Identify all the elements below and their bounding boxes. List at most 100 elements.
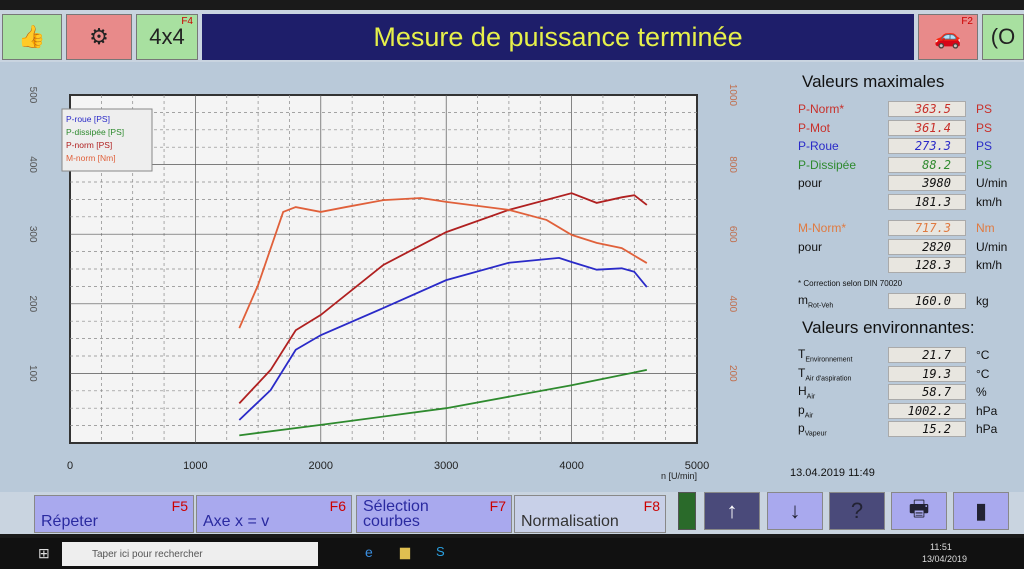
value-row: M-Norm* 717.3 Nm [792, 219, 1014, 238]
mass-value: 160.0 [888, 292, 966, 309]
value-display: 2820 [888, 238, 966, 255]
x-tick-label: 4000 [559, 460, 583, 472]
confirm-button[interactable]: 👍 [2, 14, 62, 60]
value-display: 128.3 [888, 257, 966, 274]
windows-start-icon[interactable]: ⊞ [38, 545, 50, 561]
legend-entry: P-norm [PS] [66, 140, 112, 150]
label-text: pour [798, 239, 823, 254]
y-right-tick-label: 1000 [727, 84, 738, 107]
thumbs-up-icon: 👍 [18, 24, 46, 49]
value-label: pour [792, 240, 888, 254]
label-text: P-Norm* [798, 102, 845, 117]
engine-button[interactable]: ⚙ [66, 14, 132, 60]
y-left-tick-label: 200 [27, 295, 38, 312]
label-sub: Air [804, 411, 814, 419]
door-icon: ▮ [974, 498, 988, 523]
value-display: 361.4 [888, 119, 966, 136]
value-label: TAir d'aspiration [792, 366, 888, 382]
car-icon: 🚗 [934, 24, 962, 49]
edge-icon[interactable]: e [365, 544, 373, 560]
arrow-up-button[interactable]: ↑ [704, 492, 760, 530]
vehicle-button[interactable]: F2 🚗 [918, 14, 978, 60]
legend-entry: M-norm [Nm] [66, 153, 116, 163]
function-button-f5[interactable]: F5 Répeter [34, 495, 194, 533]
function-button-f8[interactable]: F8 Normalisation [514, 495, 666, 533]
y-left-tick-label: 400 [27, 156, 38, 173]
value-display: 363.5 [888, 101, 966, 118]
status-led [678, 492, 696, 530]
four-by-four-button[interactable]: F4 4x4 [136, 14, 198, 60]
taskbar-search[interactable]: Taper ici pour rechercher [62, 542, 318, 566]
value-display: 717.3 [888, 220, 966, 237]
value-label: HAir [792, 384, 888, 400]
y-left-tick-label: 100 [27, 365, 38, 382]
label-text: H [798, 384, 807, 399]
label-text: P-Dissipée [798, 157, 857, 172]
value-unit: U/min [976, 176, 1008, 191]
legend-entry: P-dissipée [PS] [66, 127, 124, 137]
help-button[interactable]: ? [829, 492, 885, 530]
value-row: pVapeur 15.2 hPa [792, 420, 1014, 439]
correction-note: * Correction selon DIN 70020 [798, 278, 903, 288]
y-right-tick-label: 800 [727, 156, 738, 173]
printer-button[interactable]: 🖶 [891, 492, 947, 530]
y-right-tick-label: 400 [727, 295, 738, 312]
button-label: Sélection courbes [363, 498, 429, 530]
value-row: pAir 1002.2 hPa [792, 402, 1014, 421]
clock-date: 13/04/2019 [922, 554, 968, 564]
value-label: pVapeur [792, 421, 888, 437]
x-axis-label: n [U/min] [661, 471, 697, 481]
label-text: P-Roue [798, 139, 839, 154]
value-label: P-Mot [792, 121, 888, 135]
arrow-down-button[interactable]: ↓ [767, 492, 823, 530]
value-unit: hPa [976, 422, 998, 437]
function-button-f7[interactable]: F7 Sélection courbes [356, 495, 512, 533]
value-unit: PS [976, 102, 993, 117]
label-sub: Environnement [805, 356, 853, 364]
value-display: 19.3 [888, 365, 966, 382]
label-text: T [798, 347, 806, 362]
y-left-tick-label: 300 [27, 226, 38, 243]
series-line-3 [238, 197, 648, 329]
explorer-icon[interactable]: ▆ [400, 544, 410, 559]
value-label: TEnvironnement [792, 347, 888, 363]
mass-sub: Rot-Veh [808, 301, 834, 309]
series-line-1 [239, 369, 648, 437]
label-text: M-Norm* [798, 221, 846, 236]
search-placeholder: Taper ici pour rechercher [92, 548, 203, 560]
skype-icon[interactable]: S [436, 544, 445, 559]
value-label: M-Norm* [792, 221, 888, 235]
value-unit: Nm [976, 221, 995, 236]
value-row: 128.3 km/h [792, 256, 1014, 275]
max-heading: Valeurs maximales [802, 72, 945, 91]
label-text: P-Mot [798, 120, 831, 135]
env-heading: Valeurs environnantes: [802, 318, 975, 337]
function-key: F5 [171, 498, 188, 514]
button-label: Normalisation [521, 513, 619, 530]
function-button-f6[interactable]: F6 Axe x = v [196, 495, 352, 533]
help-icon: ? [850, 498, 864, 523]
taskbar: ⊞ Taper ici pour rechercher e ▆ S 11:51 … [0, 538, 1024, 569]
value-display: 58.7 [888, 384, 966, 401]
series-line-2 [238, 192, 648, 404]
roller-button[interactable]: (O [982, 14, 1024, 60]
value-row: pour 3980 U/min [792, 174, 1014, 193]
y-right-tick-label: 200 [727, 365, 738, 382]
printer-icon: 🖶 [908, 496, 930, 521]
mass-label: m [798, 292, 808, 307]
value-unit: km/h [976, 194, 1003, 209]
label-text: p [798, 402, 805, 417]
value-row: pour 2820 U/min [792, 238, 1014, 257]
measurement-datetime: 13.04.2019 11:49 [790, 467, 875, 479]
engine-icon: ⚙ [89, 24, 109, 49]
value-unit: hPa [976, 403, 998, 418]
door-button[interactable]: ▮ [953, 492, 1009, 530]
value-row: TEnvironnement 21.7 °C [792, 346, 1014, 365]
power-chart: 0 1000 2000 3000 4000 5000 100 200 300 400 500 200 4… [27, 84, 738, 481]
value-unit: U/min [976, 239, 1008, 254]
function-key: F6 [329, 498, 346, 514]
legend-entry: P-roue [PS] [66, 114, 110, 124]
value-label: P-Dissipée [792, 158, 888, 172]
value-label: P-Roue [792, 139, 888, 153]
function-key: F8 [643, 498, 660, 514]
